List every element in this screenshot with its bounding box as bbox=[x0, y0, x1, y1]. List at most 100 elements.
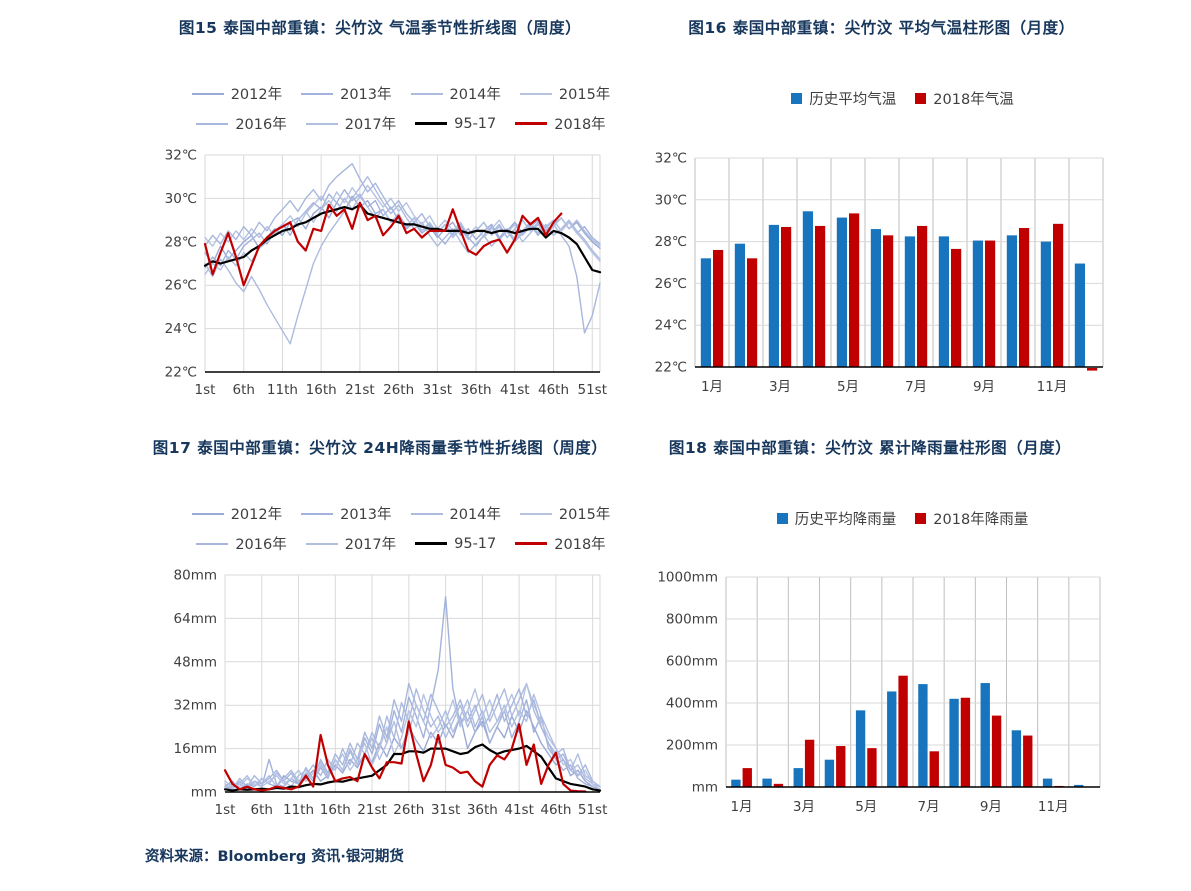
legend-row: 2012年 2013年 2014年 2015年 bbox=[191, 503, 611, 524]
svg-text:mm: mm bbox=[191, 785, 217, 801]
legend-label: 历史平均降雨量 bbox=[794, 512, 897, 528]
legend-item-2018年降雨量: 2018年降雨量 bbox=[915, 508, 1028, 529]
svg-text:80mm: 80mm bbox=[174, 568, 217, 584]
svg-text:16th: 16th bbox=[306, 382, 337, 398]
legend-item-2017年: 2017年 bbox=[305, 533, 397, 554]
svg-text:200mm: 200mm bbox=[666, 738, 718, 754]
legend-swatch-2018年 bbox=[515, 122, 548, 125]
legend-item-2013年: 2013年 bbox=[301, 83, 392, 104]
legend-item-2013年: 2013年 bbox=[301, 503, 392, 524]
svg-text:46th: 46th bbox=[540, 802, 571, 818]
svg-text:28℃: 28℃ bbox=[655, 234, 687, 250]
svg-text:32mm: 32mm bbox=[174, 698, 217, 714]
legend-swatch-2014年 bbox=[410, 512, 443, 515]
legend-label: 2016年 bbox=[235, 117, 287, 133]
legend-item-历史平均气温: 历史平均气温 bbox=[791, 88, 896, 109]
legend-label: 2017年 bbox=[344, 537, 397, 553]
legend-item-2015年: 2015年 bbox=[519, 503, 611, 524]
svg-text:3月: 3月 bbox=[793, 799, 815, 815]
svg-text:31st: 31st bbox=[423, 382, 453, 398]
legend-swatch-历史平均气温 bbox=[791, 93, 803, 104]
legend-label: 历史平均气温 bbox=[809, 92, 897, 108]
source-note: 资料来源：Bloomberg 资讯·银河期货 bbox=[145, 849, 404, 865]
svg-text:32℃: 32℃ bbox=[165, 148, 197, 164]
svg-text:36th: 36th bbox=[467, 802, 498, 818]
legend-row: 2012年 2013年 2014年 2015年 bbox=[191, 83, 611, 104]
legend-swatch-2013年 bbox=[301, 512, 334, 515]
svg-text:7月: 7月 bbox=[918, 799, 940, 815]
legend-item-95-17: 95-17 bbox=[415, 116, 496, 132]
legend-swatch-2018年气温 bbox=[915, 93, 927, 104]
legend-swatch-2015年 bbox=[519, 512, 552, 515]
legend-item-2016年: 2016年 bbox=[196, 113, 287, 134]
legend-item-2012年: 2012年 bbox=[191, 83, 283, 104]
svg-text:48mm: 48mm bbox=[174, 654, 217, 670]
figure15-title: 图15 泰国中部重镇：尖竹汶 气温季节性折线图（周度） bbox=[178, 19, 582, 37]
figure16-chart-panel: 历史平均气温 2018年气温 22℃ 24℃ 26℃ 28℃ 30℃ 32℃ 1月 3月 5月 7月 9… bbox=[648, 68, 1115, 415]
legend-swatch-2012年 bbox=[191, 92, 224, 95]
fig16-plot: 22℃ 24℃ 26℃ 28℃ 30℃ 32℃ 1月 3月 5月 7月 9月 11月 bbox=[655, 151, 1104, 395]
legend-label: 2018年降雨量 bbox=[933, 512, 1029, 528]
figure18-chart-panel: 历史平均降雨量 2018年降雨量 mm 200mm 400mm 600mm 800mm 100… bbox=[648, 488, 1115, 835]
svg-text:9月: 9月 bbox=[980, 799, 1002, 815]
legend-item-2018年: 2018年 bbox=[515, 533, 606, 554]
legend-item-95-17: 95-17 bbox=[415, 536, 496, 552]
fig18-plot: mm 200mm 400mm 600mm 800mm 1000mm 1月 3月 5月 7月 9月 11… bbox=[657, 570, 1101, 815]
svg-text:16th: 16th bbox=[320, 802, 351, 818]
legend-item-历史平均降雨量: 历史平均降雨量 bbox=[776, 508, 897, 529]
svg-text:51st: 51st bbox=[578, 802, 608, 818]
legend-row: 历史平均降雨量 2018年降雨量 bbox=[776, 508, 1028, 529]
legend-item-2018年气温: 2018年气温 bbox=[915, 88, 1014, 109]
legend-label: 2018年气温 bbox=[933, 92, 1014, 108]
svg-text:1月: 1月 bbox=[701, 379, 723, 395]
legend-item-2012年: 2012年 bbox=[191, 503, 283, 524]
svg-text:1000mm: 1000mm bbox=[657, 570, 718, 586]
svg-text:30℃: 30℃ bbox=[655, 192, 687, 208]
svg-text:36th: 36th bbox=[461, 382, 492, 398]
svg-text:32℃: 32℃ bbox=[655, 151, 687, 167]
svg-text:6th: 6th bbox=[232, 382, 254, 398]
legend-label: 2012年 bbox=[230, 87, 283, 103]
legend-label: 2012年 bbox=[230, 507, 283, 523]
svg-text:9月: 9月 bbox=[973, 379, 995, 395]
legend-item-2014年: 2014年 bbox=[410, 83, 501, 104]
legend-swatch-历史平均降雨量 bbox=[776, 513, 788, 524]
legend-swatch-2018年降雨量 bbox=[915, 513, 927, 524]
legend-swatch-2016年 bbox=[196, 122, 229, 125]
svg-text:21st: 21st bbox=[345, 382, 375, 398]
svg-text:11月: 11月 bbox=[1037, 379, 1068, 395]
legend-label: 2014年 bbox=[449, 87, 501, 103]
legend-item-2015年: 2015年 bbox=[519, 83, 611, 104]
svg-text:41st: 41st bbox=[504, 802, 534, 818]
legend-label: 2015年 bbox=[558, 87, 611, 103]
legend-swatch-2016年 bbox=[196, 542, 229, 545]
fig15-legend: 2012年 2013年 2014年 2015年 2016年 2017年 95-17 2018年 bbox=[191, 83, 611, 134]
svg-text:11th: 11th bbox=[267, 382, 298, 398]
legend-label: 2015年 bbox=[558, 507, 611, 523]
svg-text:11月: 11月 bbox=[1038, 799, 1069, 815]
legend-label: 2016年 bbox=[235, 537, 287, 553]
svg-text:22℃: 22℃ bbox=[165, 365, 197, 381]
legend-swatch-2015年 bbox=[519, 92, 552, 95]
legend-row: 2016年 2017年 95-17 2018年 bbox=[196, 533, 606, 554]
legend-label: 95-17 bbox=[454, 535, 497, 552]
legend-swatch-2012年 bbox=[191, 512, 224, 515]
legend-swatch-2017年 bbox=[305, 122, 338, 125]
legend-label: 95-17 bbox=[454, 115, 497, 132]
svg-text:5月: 5月 bbox=[855, 799, 877, 815]
svg-text:51st: 51st bbox=[577, 382, 607, 398]
svg-text:26th: 26th bbox=[383, 382, 414, 398]
svg-text:24℃: 24℃ bbox=[165, 321, 197, 337]
figure16-title: 图16 泰国中部重镇：尖竹汶 平均气温柱形图（月度） bbox=[688, 19, 1075, 37]
svg-text:1st: 1st bbox=[195, 382, 216, 398]
svg-text:1st: 1st bbox=[215, 802, 236, 818]
legend-label: 2013年 bbox=[340, 507, 392, 523]
fig17-plot: mm 16mm 32mm 48mm 64mm 80mm 1st 6th 11th 16th 21st… bbox=[174, 568, 608, 819]
svg-text:6th: 6th bbox=[251, 802, 273, 818]
legend-item-2014年: 2014年 bbox=[410, 503, 501, 524]
legend-swatch-2017年 bbox=[305, 542, 338, 545]
svg-text:31st: 31st bbox=[431, 802, 461, 818]
legend-swatch-2018年 bbox=[515, 542, 548, 545]
legend-item-2017年: 2017年 bbox=[305, 113, 396, 134]
svg-text:600mm: 600mm bbox=[666, 654, 718, 670]
